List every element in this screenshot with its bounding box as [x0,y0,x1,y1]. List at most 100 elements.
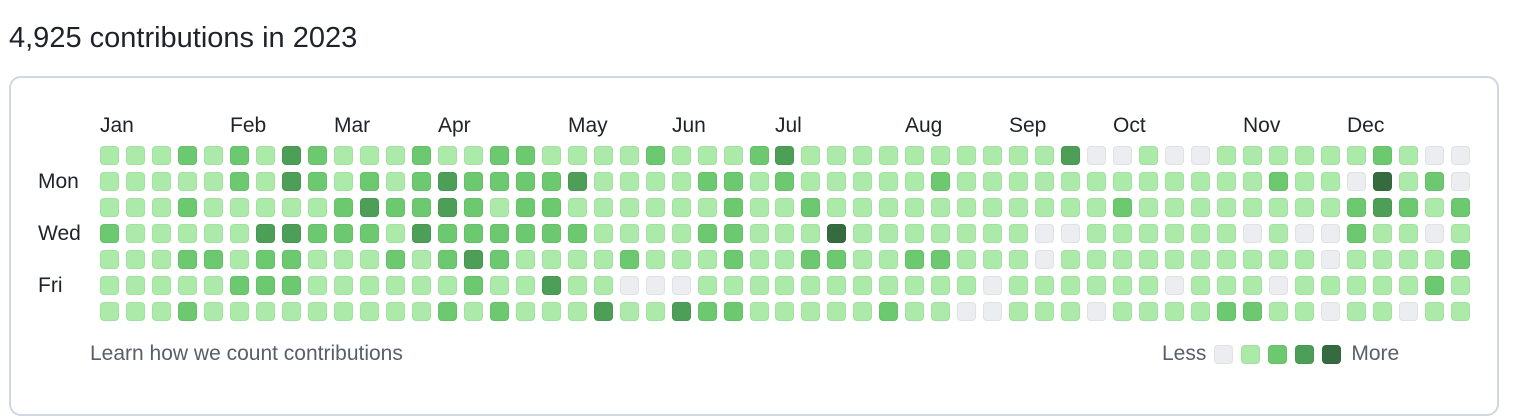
contribution-day-cell[interactable] [386,302,405,321]
contribution-day-cell[interactable] [698,302,717,321]
contribution-day-cell[interactable] [1165,276,1184,295]
contribution-day-cell[interactable] [1009,198,1028,217]
contribution-day-cell[interactable] [905,146,924,165]
contribution-day-cell[interactable] [905,224,924,243]
contribution-day-cell[interactable] [230,198,249,217]
contribution-day-cell[interactable] [750,250,769,269]
contribution-day-cell[interactable] [1217,276,1236,295]
contribution-day-cell[interactable] [542,224,561,243]
contribution-day-cell[interactable] [1399,302,1418,321]
contribution-day-cell[interactable] [1373,250,1392,269]
contribution-day-cell[interactable] [1425,198,1444,217]
contribution-day-cell[interactable] [490,250,509,269]
contribution-day-cell[interactable] [1087,302,1106,321]
contribution-day-cell[interactable] [1113,146,1132,165]
contribution-day-cell[interactable] [620,146,639,165]
contribution-day-cell[interactable] [1295,302,1314,321]
contribution-day-cell[interactable] [853,198,872,217]
contribution-day-cell[interactable] [126,198,145,217]
contribution-day-cell[interactable] [308,146,327,165]
contribution-day-cell[interactable] [412,224,431,243]
contribution-day-cell[interactable] [983,198,1002,217]
contribution-day-cell[interactable] [1113,172,1132,191]
contribution-day-cell[interactable] [308,276,327,295]
contribution-day-cell[interactable] [1347,224,1366,243]
contribution-day-cell[interactable] [230,224,249,243]
contribution-day-cell[interactable] [568,146,587,165]
contribution-day-cell[interactable] [256,172,275,191]
contribution-day-cell[interactable] [1217,302,1236,321]
contribution-day-cell[interactable] [152,224,171,243]
contribution-day-cell[interactable] [750,172,769,191]
contribution-day-cell[interactable] [698,198,717,217]
contribution-day-cell[interactable] [1139,172,1158,191]
contribution-day-cell[interactable] [542,276,561,295]
contribution-day-cell[interactable] [672,198,691,217]
contribution-day-cell[interactable] [282,172,301,191]
contribution-day-cell[interactable] [1425,146,1444,165]
contribution-day-cell[interactable] [464,172,483,191]
contribution-day-cell[interactable] [126,276,145,295]
contribution-day-cell[interactable] [672,276,691,295]
contribution-day-cell[interactable] [100,172,119,191]
contribution-day-cell[interactable] [1399,198,1418,217]
contribution-day-cell[interactable] [1451,276,1470,295]
contribution-day-cell[interactable] [1035,224,1054,243]
contribution-day-cell[interactable] [1425,172,1444,191]
contribution-day-cell[interactable] [126,146,145,165]
contribution-day-cell[interactable] [724,250,743,269]
contribution-day-cell[interactable] [1347,172,1366,191]
contribution-day-cell[interactable] [308,302,327,321]
contribution-day-cell[interactable] [1087,250,1106,269]
contribution-day-cell[interactable] [1009,302,1028,321]
contribution-day-cell[interactable] [282,302,301,321]
contribution-day-cell[interactable] [1321,224,1340,243]
contribution-day-cell[interactable] [542,302,561,321]
contribution-day-cell[interactable] [282,198,301,217]
contribution-day-cell[interactable] [152,250,171,269]
contribution-day-cell[interactable] [360,172,379,191]
contribution-day-cell[interactable] [256,250,275,269]
contribution-day-cell[interactable] [853,250,872,269]
contribution-day-cell[interactable] [438,224,457,243]
contribution-day-cell[interactable] [1243,146,1262,165]
contribution-day-cell[interactable] [412,250,431,269]
contribution-day-cell[interactable] [1373,224,1392,243]
contribution-day-cell[interactable] [1139,302,1158,321]
contribution-day-cell[interactable] [1165,224,1184,243]
contribution-day-cell[interactable] [905,276,924,295]
contribution-day-cell[interactable] [801,302,820,321]
contribution-day-cell[interactable] [1113,302,1132,321]
contribution-day-cell[interactable] [490,224,509,243]
contribution-day-cell[interactable] [1035,276,1054,295]
contribution-day-cell[interactable] [698,276,717,295]
contribution-day-cell[interactable] [775,302,794,321]
contribution-day-cell[interactable] [1425,250,1444,269]
contribution-day-cell[interactable] [646,198,665,217]
contribution-day-cell[interactable] [1243,250,1262,269]
contribution-day-cell[interactable] [386,250,405,269]
contribution-day-cell[interactable] [750,224,769,243]
contribution-day-cell[interactable] [152,276,171,295]
contribution-day-cell[interactable] [620,224,639,243]
contribution-day-cell[interactable] [620,250,639,269]
contribution-day-cell[interactable] [931,302,950,321]
contribution-day-cell[interactable] [360,224,379,243]
contribution-day-cell[interactable] [204,224,223,243]
contribution-day-cell[interactable] [1035,302,1054,321]
contribution-day-cell[interactable] [1243,224,1262,243]
contribution-day-cell[interactable] [1373,198,1392,217]
contribution-day-cell[interactable] [1139,146,1158,165]
contribution-day-cell[interactable] [750,276,769,295]
contribution-day-cell[interactable] [1269,224,1288,243]
contribution-day-cell[interactable] [1113,250,1132,269]
contribution-day-cell[interactable] [1217,146,1236,165]
contribution-day-cell[interactable] [931,224,950,243]
contribution-day-cell[interactable] [1269,198,1288,217]
contribution-day-cell[interactable] [126,302,145,321]
contribution-day-cell[interactable] [178,146,197,165]
contribution-day-cell[interactable] [646,302,665,321]
contribution-day-cell[interactable] [516,198,535,217]
contribution-day-cell[interactable] [308,172,327,191]
contribution-day-cell[interactable] [827,224,846,243]
